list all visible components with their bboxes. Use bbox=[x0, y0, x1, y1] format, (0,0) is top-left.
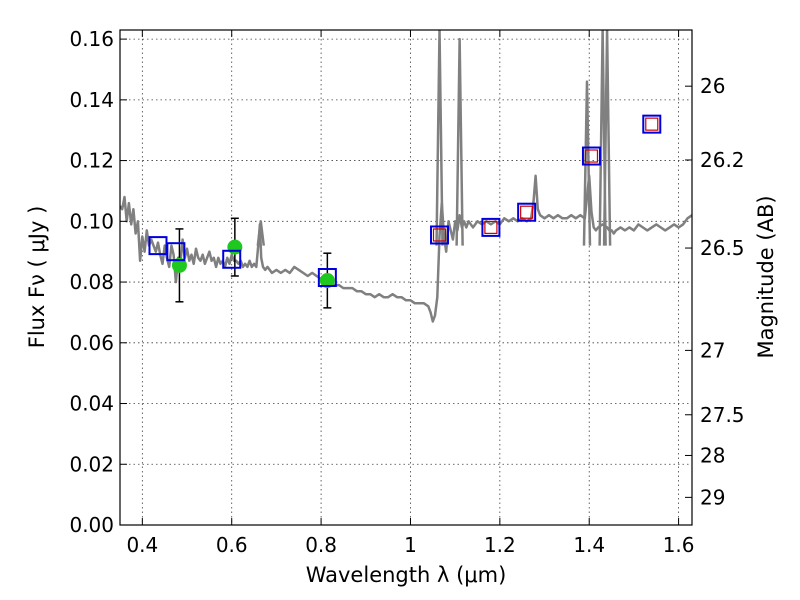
y-axis-label: Flux Fν ( μJy ) bbox=[25, 206, 49, 349]
band-flux-square bbox=[166, 242, 186, 262]
x-tick-label: 1 bbox=[404, 533, 417, 557]
spectrum-spike bbox=[435, 30, 444, 246]
grid-layer bbox=[120, 30, 692, 526]
band-flux-square bbox=[642, 114, 662, 134]
band-flux-square bbox=[430, 225, 450, 245]
x-axis-label: Wavelength λ (μm) bbox=[306, 563, 507, 587]
spectrum-spike bbox=[256, 220, 266, 246]
band-flux-square bbox=[481, 217, 501, 237]
y2-tick-label: 27 bbox=[700, 338, 725, 362]
y2-tick-label: 29 bbox=[700, 485, 725, 509]
band-flux-square bbox=[484, 220, 498, 234]
y-tick-label: 0.02 bbox=[69, 452, 114, 476]
y2-tick-label: 27.5 bbox=[700, 403, 745, 427]
spectrum-spike bbox=[582, 80, 592, 246]
y-tick-label: 0.16 bbox=[69, 27, 114, 51]
x-tick-label: 1.6 bbox=[663, 533, 695, 557]
y-tick-label: 0.04 bbox=[69, 392, 114, 416]
y-tick-label: 0.08 bbox=[69, 270, 114, 294]
y2-tick-label: 26.5 bbox=[700, 236, 745, 260]
x-tick-label: 1.4 bbox=[573, 533, 605, 557]
x-tick-label: 0.4 bbox=[126, 533, 158, 557]
band-flux-square bbox=[432, 228, 447, 242]
series-layer bbox=[120, 30, 692, 323]
y-tick-label: 0.10 bbox=[69, 209, 114, 233]
band-flux-square bbox=[317, 268, 337, 287]
band-flux-square bbox=[581, 146, 601, 166]
y-tick-label: 0.00 bbox=[69, 513, 114, 537]
band-flux-square bbox=[222, 249, 242, 269]
y2-tick-label: 26 bbox=[700, 74, 725, 98]
plot-frame bbox=[119, 29, 693, 526]
band-flux-square bbox=[520, 205, 534, 219]
band-flux-square bbox=[584, 149, 599, 163]
band-flux-square bbox=[645, 117, 659, 131]
x-tick-label: 1.2 bbox=[484, 533, 516, 557]
tick-layer: 0.4 0.6 0.8 1 1.2 1.4 1.6 0.00 0.02 0.04 0.06 0.08 0… bbox=[69, 27, 744, 557]
x-tick-label: 0.8 bbox=[305, 533, 337, 557]
y-tick-label: 0.14 bbox=[69, 88, 114, 112]
band-flux-square bbox=[517, 202, 537, 222]
spectrum-spike bbox=[455, 37, 464, 246]
spectrum-spike bbox=[602, 30, 612, 246]
y-tick-label: 0.12 bbox=[69, 149, 114, 173]
y2-tick-label: 28 bbox=[700, 443, 725, 467]
y-tick-label: 0.06 bbox=[69, 331, 114, 355]
photometry-point bbox=[319, 273, 335, 289]
y2-tick-label: 26.2 bbox=[700, 148, 745, 172]
spectrum-line bbox=[120, 174, 692, 323]
y2-axis-label: Magnitude (AB) bbox=[754, 195, 778, 358]
x-tick-label: 0.6 bbox=[216, 533, 248, 557]
photometry-point bbox=[171, 257, 187, 273]
